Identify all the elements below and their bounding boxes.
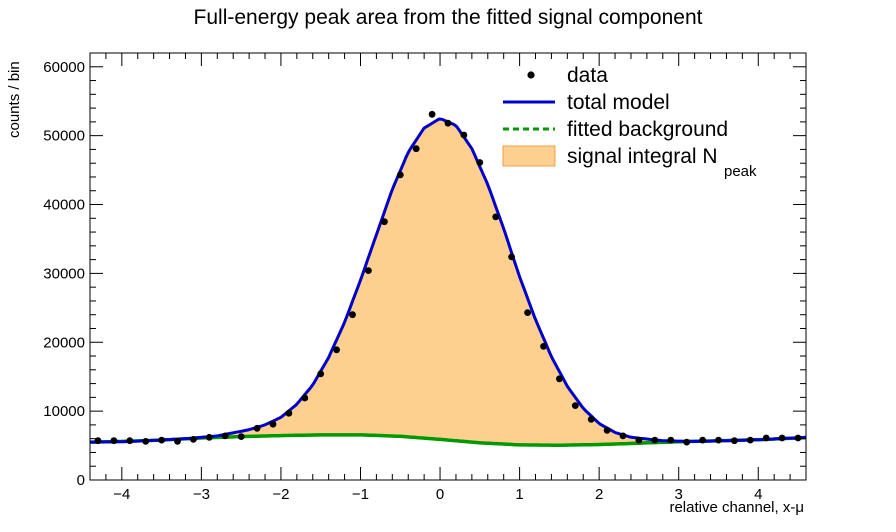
y-tick-label: 50000 [43,128,85,145]
x-tick-label: 2 [595,486,603,503]
data-point [778,434,786,442]
data-point [269,420,277,428]
data-point [651,436,659,444]
data-point [476,159,484,166]
x-tick-label: −4 [113,486,130,503]
data-point [285,409,293,417]
x-axis-label: relative channel, x-μ [669,499,804,516]
x-tick-label: 0 [436,486,444,503]
data-point [524,309,531,316]
legend-total-label: total model [567,91,670,114]
data-point [508,253,515,261]
data-point [571,402,579,409]
data-point [94,437,102,445]
data-point [349,311,356,319]
data-point [333,346,340,354]
data-point [699,436,706,444]
data-point [317,370,325,378]
y-tick-label: 10000 [43,403,85,420]
data-point [794,434,802,442]
data-point [731,437,738,445]
data-point [412,145,420,153]
legend-data-label: data [567,64,608,87]
data-point [126,437,134,445]
data-point [428,110,436,118]
data-point [556,375,563,383]
data-point [540,343,547,350]
data-point [237,433,245,440]
x-tick-label: −3 [193,486,210,503]
data-point [205,433,213,441]
data-point [635,436,643,444]
legend-background-label: fitted background [567,118,728,141]
signal-area [90,119,806,446]
data-point [715,436,722,444]
legend-signal-swatch [502,145,556,167]
chart-title: Full-energy peak area from the fitted si… [193,6,703,29]
data-point [174,438,181,445]
y-tick-label: 60000 [43,59,85,76]
x-tick-label: 4 [754,486,762,503]
data-point [587,416,595,423]
data-point [619,432,627,440]
data-point [396,171,404,179]
data-point [190,436,197,443]
data-point [221,432,229,440]
x-tick-label: 1 [515,486,523,503]
data-point [110,437,118,445]
plot-frame [89,52,807,481]
data-point [460,131,468,139]
data-point [683,438,691,446]
x-tick-label: −1 [352,486,369,503]
legend-signal-subscript: peak [724,163,757,180]
legend-data-marker [527,71,535,79]
data-point [158,436,166,444]
data-point [142,438,150,445]
x-tick-label: −2 [272,486,289,503]
y-tick-label: 40000 [43,197,85,214]
data-point [603,427,611,434]
y-tick-label: 0 [77,472,85,489]
data-point [667,436,675,444]
data-point [444,119,452,127]
data-point [253,424,261,432]
y-tick-label: 20000 [43,334,85,351]
data-point [365,267,372,274]
data-point [381,218,388,226]
y-tick-label: 30000 [43,265,85,282]
data-point [746,436,754,444]
data-point [762,434,770,442]
data-point [492,213,500,221]
data-point [301,394,309,402]
x-tick-label: 3 [675,486,683,503]
legend-signal-label: signal integral N [567,145,718,168]
